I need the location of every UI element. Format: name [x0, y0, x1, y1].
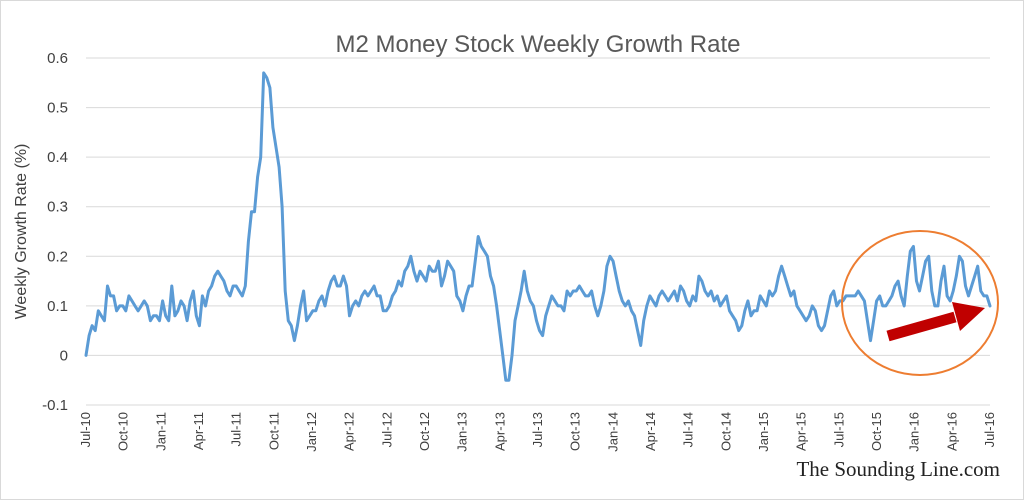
- x-tick-label: Jul-13: [530, 412, 545, 447]
- y-tick-label: 0.4: [47, 149, 68, 166]
- x-tick-label: Apr-14: [643, 412, 658, 451]
- x-tick-label: Jul-12: [379, 412, 394, 447]
- y-tick-label: 0.3: [47, 199, 68, 216]
- x-tick-label: Apr-15: [794, 412, 809, 451]
- x-tick-label: Apr-12: [342, 412, 357, 451]
- x-tick-label: Jan-14: [605, 412, 620, 452]
- highlight-circle: [841, 230, 999, 376]
- x-tick-label: Oct-12: [417, 412, 432, 451]
- x-tick-label: Oct-15: [869, 412, 884, 451]
- x-tick-label: Apr-13: [492, 412, 507, 451]
- watermark: The Sounding Line.com: [796, 457, 1000, 481]
- x-tick-label: Jul-10: [78, 412, 93, 447]
- x-tick-label: Jan-11: [153, 412, 168, 451]
- x-tick-label: Jan-12: [304, 412, 319, 452]
- annotation-arrow: [886, 311, 957, 342]
- y-axis-label: Weekly Growth Rate (%): [13, 144, 30, 320]
- x-tick-label: Jul-14: [681, 412, 696, 447]
- x-tick-label: Oct-11: [266, 412, 281, 450]
- x-tick-label: Jan-15: [756, 412, 771, 452]
- y-tick-label: 0.6: [47, 50, 68, 67]
- x-tick-label: Apr-16: [944, 412, 959, 451]
- x-tick-label: Oct-14: [718, 412, 733, 451]
- x-tick-label: Apr-11: [191, 412, 206, 450]
- x-tick-label: Jan-16: [907, 412, 922, 452]
- chart-title: M2 Money Stock Weekly Growth Rate: [335, 31, 740, 58]
- x-tick-label: Oct-10: [116, 412, 131, 451]
- x-tick-label: Jul-15: [831, 412, 846, 447]
- y-tick-label: 0.2: [47, 248, 68, 265]
- x-tick-label: Jul-16: [982, 412, 997, 447]
- y-tick-label: 0.1: [47, 298, 68, 315]
- series-line: [84, 71, 992, 382]
- annotation-arrow-head: [952, 302, 985, 331]
- x-tick-label: Jan-13: [455, 412, 470, 452]
- x-tick-label: Jul-11: [229, 412, 244, 446]
- y-tick-label: 0: [60, 347, 68, 364]
- y-tick-label: 0.5: [47, 100, 68, 117]
- y-tick-label: -0.1: [42, 397, 68, 414]
- x-tick-label: Oct-13: [568, 412, 583, 451]
